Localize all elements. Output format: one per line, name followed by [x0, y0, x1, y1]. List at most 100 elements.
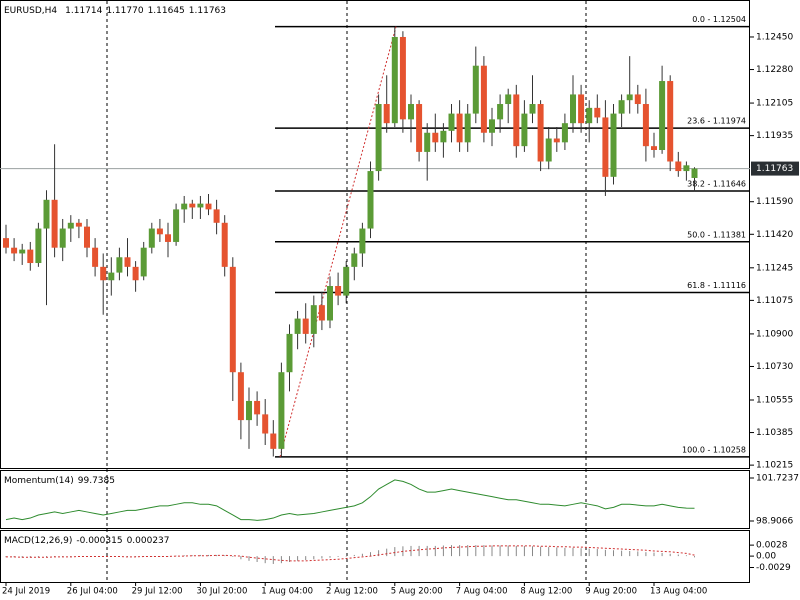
candle-body: [124, 257, 131, 267]
candle-body: [246, 400, 252, 421]
candle-body: [84, 226, 90, 248]
current-price-label: 1.11763: [756, 164, 793, 174]
candle-body: [480, 65, 487, 133]
candle-body: [472, 65, 479, 114]
candle-body: [156, 228, 163, 235]
candle-body: [383, 104, 390, 124]
macd-bar: [345, 556, 347, 557]
candle-body: [456, 113, 463, 143]
macd-bar: [353, 554, 355, 557]
macd-bar: [442, 545, 444, 557]
macd-bar: [256, 556, 258, 562]
macd-bar: [629, 551, 631, 557]
ohlc-value: 1.11763: [189, 6, 226, 16]
macd-bar: [199, 554, 201, 557]
candle-body: [92, 247, 99, 267]
candle-body: [399, 36, 406, 120]
candle-body: [497, 104, 504, 120]
macd-bar: [483, 545, 485, 557]
macd-bar: [248, 556, 250, 561]
candle-body: [343, 266, 350, 296]
macd-bar: [451, 545, 452, 557]
macd-bar: [280, 556, 282, 564]
macd-bar: [604, 549, 606, 557]
candle-body: [594, 107, 601, 118]
candle-body: [181, 203, 188, 210]
candle-body: [367, 171, 374, 229]
macd-bar: [467, 545, 469, 557]
macd-signal: [6, 545, 695, 562]
x-tick-label: 7 Aug 04:00: [456, 587, 508, 597]
macd-bar: [459, 545, 461, 557]
candle-body: [521, 113, 528, 147]
candle-body: [691, 168, 698, 178]
candle-body: [683, 165, 690, 172]
macd-bar: [580, 548, 582, 557]
macd-bar: [224, 555, 226, 557]
candle-body: [448, 113, 455, 131]
momentum-panel: [0, 470, 750, 529]
candle-body: [278, 372, 285, 449]
fib-label: 23.6 - 1.11974: [687, 117, 746, 126]
macd-bar: [216, 554, 218, 557]
macd-bar: [46, 556, 47, 557]
indicator-value: -0.000315: [76, 536, 122, 546]
candle-body: [424, 132, 431, 152]
indicator-header: MACD(12,26,9) -0.000315 0.000237: [4, 536, 170, 546]
candle-body: [553, 138, 560, 143]
indicator-value: 0.000237: [127, 536, 170, 546]
x-tick-label: 8 Aug 12:00: [520, 587, 572, 597]
x-tick-label: 5 Aug 20:00: [391, 587, 443, 597]
macd-bar: [394, 547, 396, 557]
macd-bar: [685, 555, 687, 557]
candle-body: [416, 104, 423, 152]
macd-bar: [313, 556, 315, 560]
y-tick-label: 1.11590: [756, 197, 793, 207]
candle-body: [634, 94, 641, 105]
macd-bar: [272, 556, 274, 564]
candle-body: [513, 94, 520, 147]
candle-body: [651, 146, 657, 150]
candle-body: [440, 130, 447, 143]
chart-header: EURUSD,H4 1.11714 1.11770 1.11645 1.11763: [4, 6, 226, 16]
candle-body: [213, 209, 220, 223]
momentum-line: [5, 479, 695, 521]
fib-label: 38.2 - 1.11646: [687, 179, 746, 188]
main-panel: [0, 0, 750, 469]
candle-body: [59, 228, 66, 248]
x-tick-label: 1 Aug 04:00: [261, 587, 313, 597]
candle-body: [35, 228, 42, 264]
candle-body: [318, 305, 325, 321]
candle-body: [205, 203, 212, 210]
candle-body: [262, 414, 269, 434]
ohlc-value: 1.11645: [148, 6, 185, 16]
macd-bar: [532, 546, 533, 557]
candle-body: [505, 94, 512, 105]
candle-body: [659, 81, 666, 150]
candle-body: [529, 104, 536, 114]
y-tick-label: 101.7237: [756, 474, 799, 484]
x-tick-label: 13 Aug 04:00: [650, 587, 707, 597]
x-tick-label: 30 Jul 20:00: [196, 587, 247, 597]
candle-body: [375, 104, 382, 172]
macd-bar: [183, 555, 185, 557]
candle-body: [11, 247, 18, 254]
fib-label: 50.0 - 1.11381: [687, 230, 746, 239]
macd-bar: [669, 553, 671, 557]
macd-bar: [540, 546, 542, 557]
x-tick-label: 26 Jul 04:00: [67, 587, 118, 597]
candle-body: [310, 305, 317, 334]
candle-body: [294, 318, 301, 334]
macd-bar: [321, 556, 323, 559]
macd-bar: [232, 556, 234, 557]
macd-bar: [305, 556, 307, 561]
candle-body: [237, 372, 244, 421]
y-tick-label: 1.10215: [756, 461, 793, 471]
candle-body: [254, 400, 261, 415]
macd-bar: [653, 552, 655, 557]
candle-body: [189, 203, 196, 208]
macd-bar: [621, 550, 623, 557]
y-tick-label: 1.11420: [756, 230, 793, 240]
macd-bar: [564, 547, 566, 557]
candle-body: [108, 272, 115, 281]
